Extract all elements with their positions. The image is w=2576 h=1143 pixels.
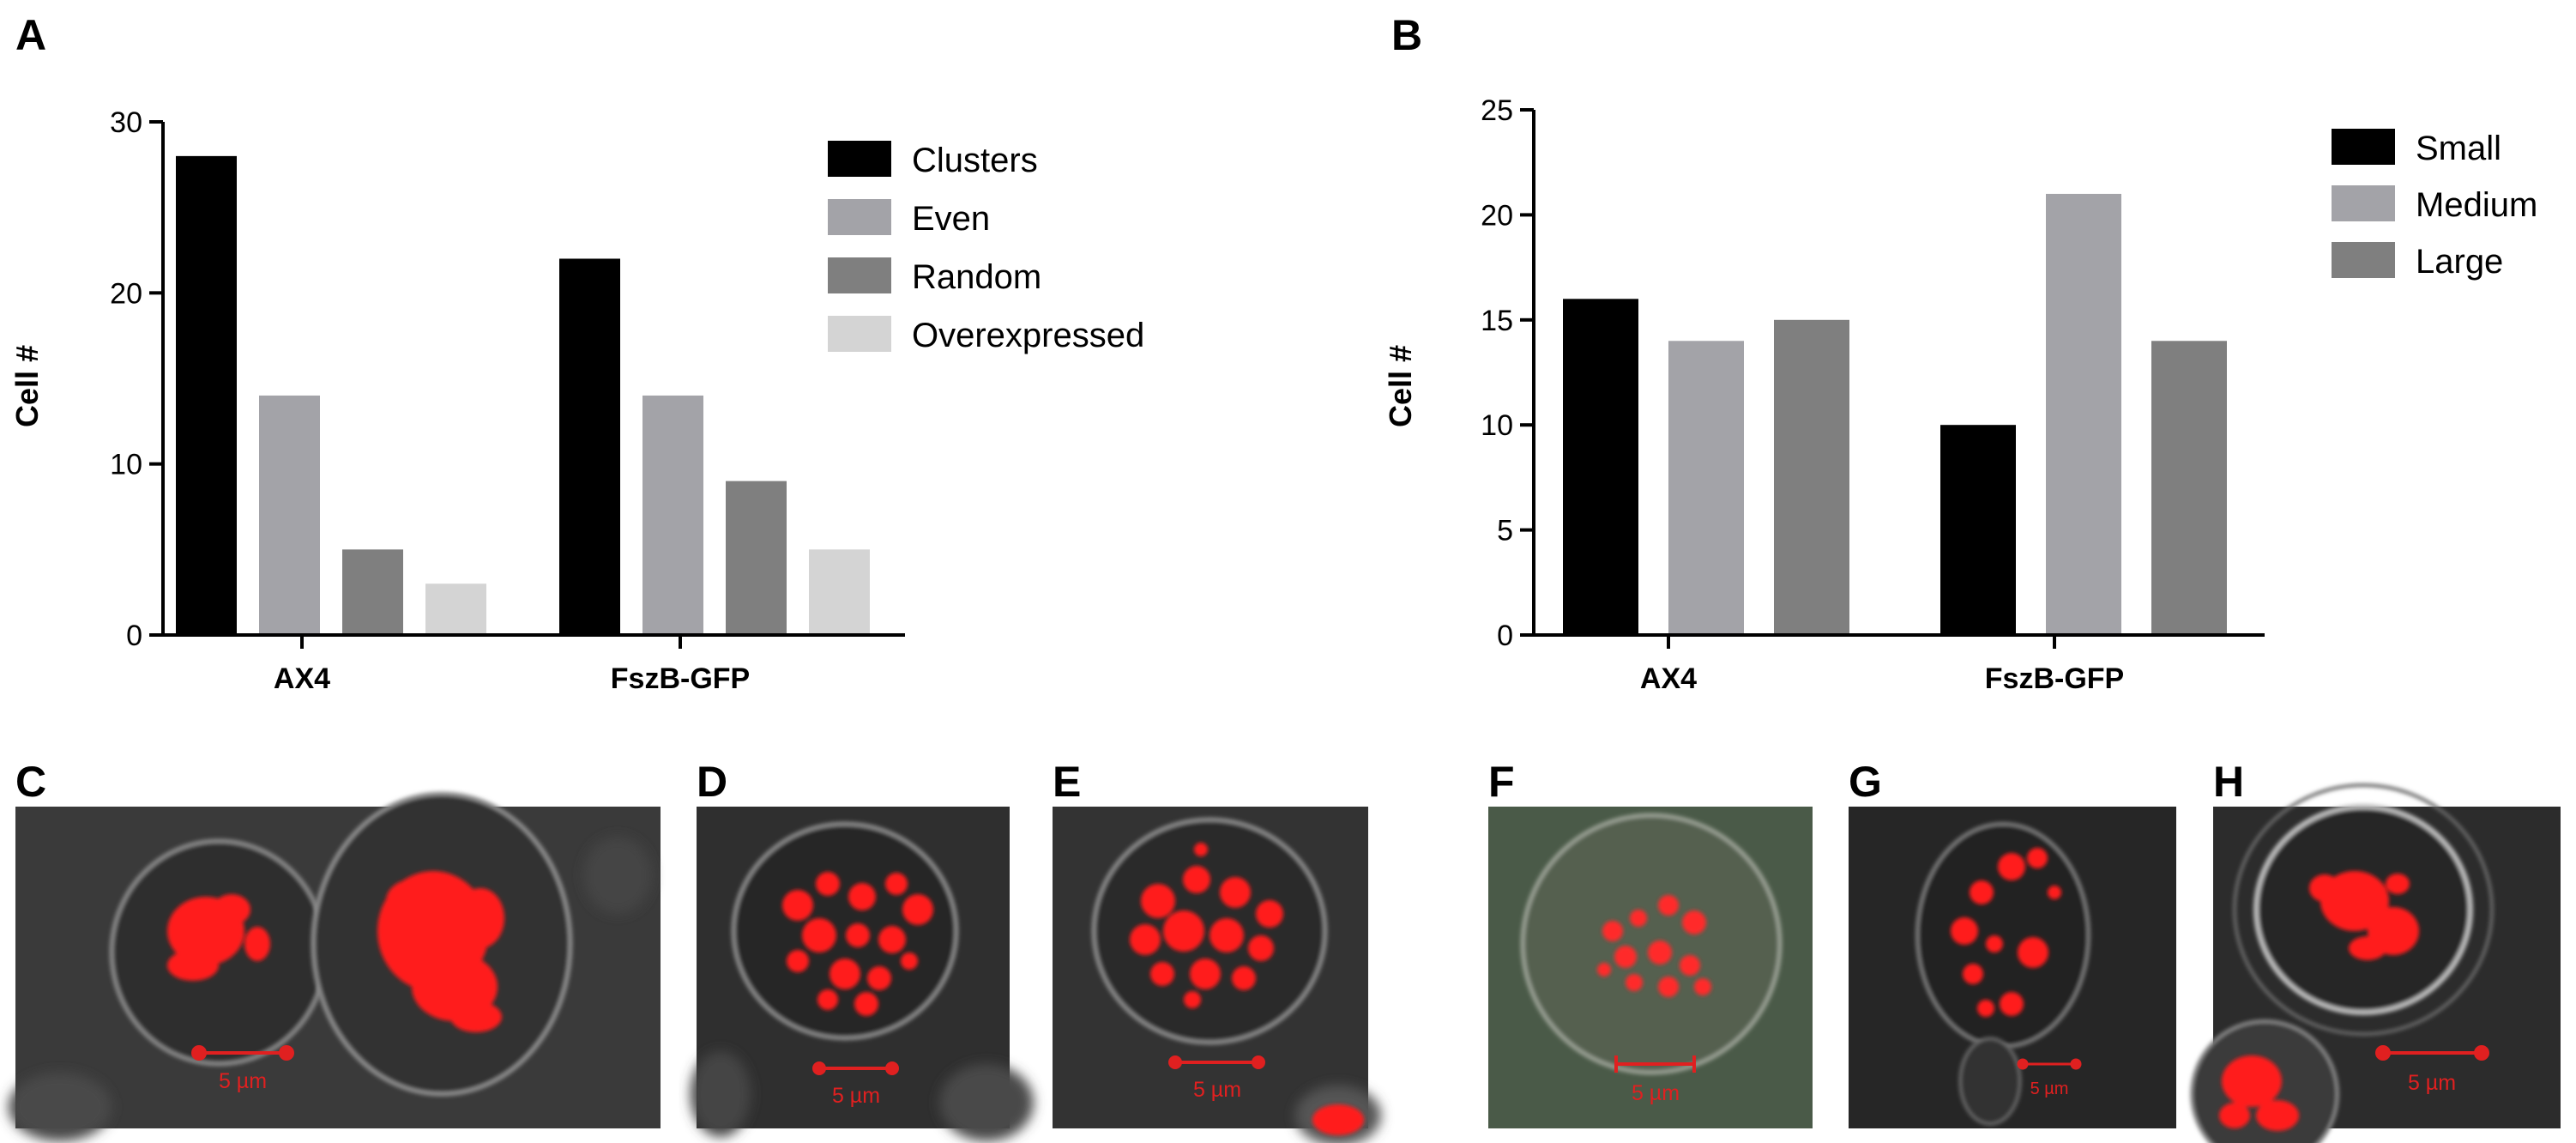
- legend-swatch-a-random: [828, 257, 891, 293]
- panel-letter-d: D: [697, 758, 727, 806]
- y-tick-label-b: 25: [1481, 94, 1513, 127]
- panel-letter-c: C: [15, 758, 46, 806]
- x-category-label-b: FszB-GFP: [1985, 662, 2124, 695]
- legend-swatch-a-overexpressed: [828, 316, 891, 352]
- bar-chart-b: B 0 5 10 15 20 25 Cell # AX4 FszB-GFP Small Medium…: [1383, 11, 2537, 695]
- scale-label-g: 5 µm: [2030, 1080, 2069, 1098]
- legend-swatch-a-clusters: [828, 141, 891, 177]
- scale-label-d: 5 µm: [832, 1084, 880, 1108]
- legend-label-a-even: Even: [912, 200, 990, 238]
- bar-b-ax4-small: [1563, 299, 1638, 635]
- y-tick-label-a: 0: [126, 620, 142, 652]
- bar-b-ax4-medium: [1668, 341, 1744, 635]
- y-axis-title-b: Cell #: [1383, 345, 1418, 427]
- bar-a-fszb-gfp-clusters: [559, 258, 620, 635]
- x-category-label-b: AX4: [1640, 662, 1697, 695]
- bar-chart-a: A 0 10 20 30 Cell # AX4 FszB-GFP Clusters Even Ra…: [9, 11, 1144, 695]
- legend-label-b-small: Small: [2416, 130, 2501, 167]
- micrograph-h: 5 µm: [2190, 783, 2561, 1143]
- bar-b-fszb-gfp-small: [1940, 425, 2016, 635]
- panel-letter-g: G: [1849, 758, 1882, 806]
- legend-swatch-b-large: [2332, 242, 2395, 278]
- micrograph-row: C D E F G H: [9, 758, 2561, 1143]
- y-tick-label-a: 10: [110, 449, 142, 481]
- bar-a-ax4-clusters: [176, 155, 237, 635]
- panel-letter-e: E: [1053, 758, 1081, 806]
- bar-a-ax4-random: [342, 549, 403, 635]
- scale-label-c: 5 µm: [219, 1069, 267, 1093]
- micrograph-c: 5 µm: [9, 791, 661, 1141]
- legend-label-a-overexpressed: Overexpressed: [912, 317, 1144, 354]
- y-tick-label-b: 0: [1497, 620, 1513, 652]
- bar-a-ax4-overexpressed: [425, 584, 486, 635]
- bar-a-fszb-gfp-overexpressed: [809, 549, 870, 635]
- y-tick-label-a: 30: [110, 106, 142, 139]
- y-tick-label-b: 15: [1481, 305, 1513, 337]
- scale-label-h: 5 µm: [2408, 1071, 2456, 1095]
- scale-label-e: 5 µm: [1193, 1078, 1241, 1102]
- x-category-label-a: FszB-GFP: [611, 662, 750, 695]
- micrograph-g: 5 µm: [1849, 807, 2176, 1128]
- x-category-label-a: AX4: [274, 662, 330, 695]
- legend-label-b-large: Large: [2416, 243, 2503, 281]
- bar-b-fszb-gfp-large: [2151, 341, 2227, 635]
- y-tick-label-a: 20: [110, 277, 142, 310]
- legend-label-a-random: Random: [912, 258, 1041, 296]
- bar-a-ax4-even: [259, 395, 320, 635]
- y-axis-title-a: Cell #: [9, 345, 45, 427]
- panel-letter-a: A: [15, 11, 46, 59]
- scale-label-f: 5 µm: [1632, 1081, 1680, 1105]
- legend-swatch-a-even: [828, 199, 891, 235]
- micrograph-d: 5 µm: [691, 807, 1034, 1141]
- bar-b-ax4-large: [1774, 319, 1849, 635]
- y-tick-label-b: 5: [1497, 515, 1513, 547]
- panel-letter-b: B: [1391, 11, 1422, 59]
- micrograph-f: 5 µm: [1488, 807, 1813, 1128]
- legend-label-b-medium: Medium: [2416, 186, 2537, 224]
- micrograph-e: 5 µm: [1053, 807, 1381, 1143]
- panel-letter-h: H: [2213, 758, 2244, 806]
- bar-a-fszb-gfp-even: [642, 395, 703, 635]
- y-tick-label-b: 10: [1481, 409, 1513, 442]
- bar-a-fszb-gfp-random: [726, 481, 787, 635]
- y-tick-label-b: 20: [1481, 199, 1513, 232]
- bar-b-fszb-gfp-medium: [2046, 193, 2121, 636]
- legend-label-a-clusters: Clusters: [912, 142, 1038, 179]
- legend-swatch-b-medium: [2332, 185, 2395, 221]
- panel-letter-f: F: [1488, 758, 1515, 806]
- legend-swatch-b-small: [2332, 129, 2395, 165]
